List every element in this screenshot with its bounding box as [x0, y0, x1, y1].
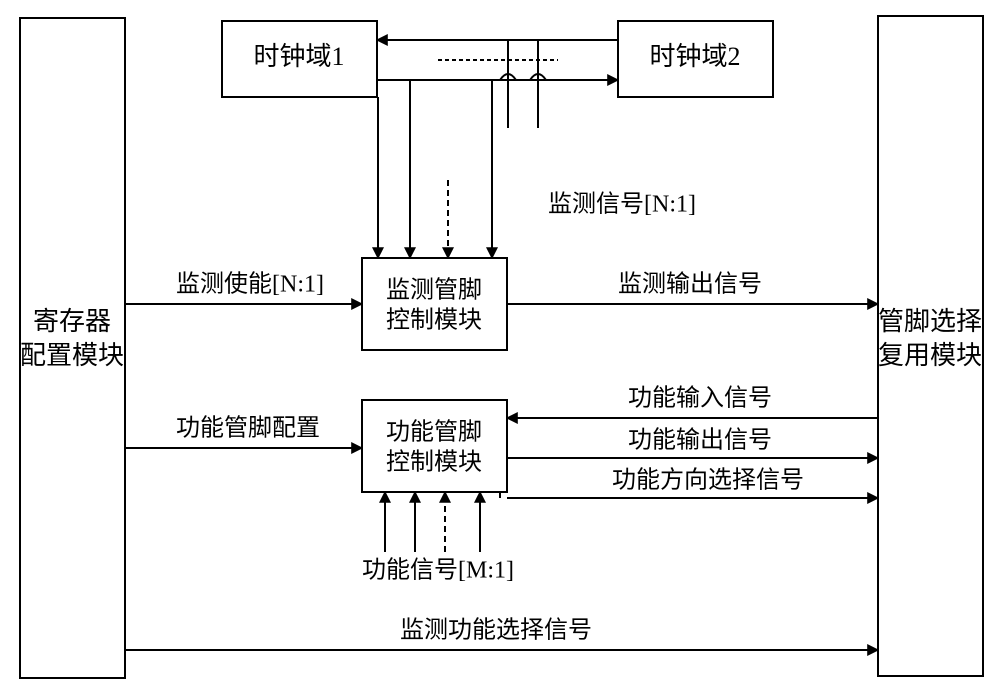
monitor-output-label: 监测输出信号 — [618, 271, 762, 298]
monitor-pin-ctrl-label-2: 控制模块 — [386, 307, 482, 334]
func-dir-label: 功能方向选择信号 — [612, 467, 804, 494]
func-pin-ctrl-label-2: 控制模块 — [386, 449, 482, 476]
register-config-label-2: 配置模块 — [20, 341, 124, 370]
monitor-enable-label: 监测使能[N:1] — [176, 271, 324, 298]
func-pin-ctrl-label-1: 功能管脚 — [386, 419, 482, 446]
func-pin-ctrl-box — [362, 400, 507, 492]
register-config-label-1: 寄存器 — [33, 307, 111, 336]
monitor-pin-ctrl-box — [362, 258, 507, 350]
monitor-signal-label: 监测信号[N:1] — [548, 191, 696, 218]
pin-select-mux-label-1: 管脚选择 — [878, 307, 982, 336]
monitor-pin-ctrl-label-1: 监测管脚 — [386, 277, 482, 304]
func-config-label: 功能管脚配置 — [176, 415, 320, 442]
pin-select-mux-label-2: 复用模块 — [878, 341, 982, 370]
func-input-label: 功能输入信号 — [628, 385, 772, 412]
monitor-func-select-label: 监测功能选择信号 — [400, 617, 592, 644]
block-diagram: 寄存器 配置模块 管脚选择 复用模块 时钟域1 时钟域2 监测管脚 控制模块 功… — [0, 0, 1000, 695]
clock-domain-1-label: 时钟域1 — [253, 42, 344, 71]
clock-domain-2-label: 时钟域2 — [649, 42, 740, 71]
func-signal-label: 功能信号[M:1] — [362, 557, 514, 584]
func-output-label: 功能输出信号 — [628, 427, 772, 454]
